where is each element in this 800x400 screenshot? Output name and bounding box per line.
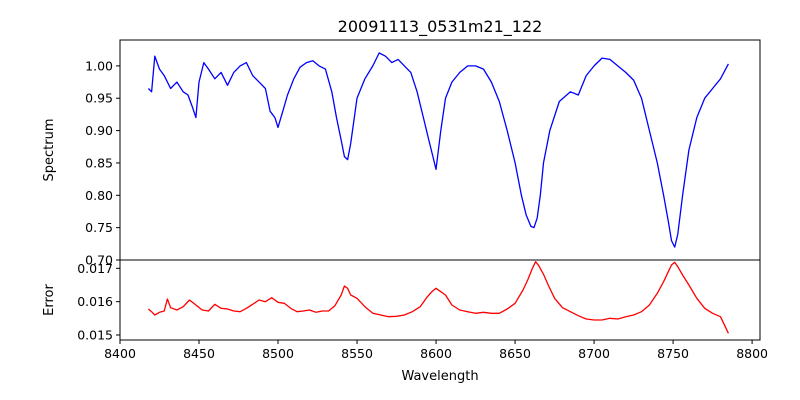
- series-line-0-0: [147, 52, 729, 248]
- y-tick-label-1-1: 0.016: [77, 294, 113, 309]
- y-tick-label-0-4: 0.90: [85, 123, 113, 138]
- y-tick-label-0-1: 0.75: [85, 220, 113, 235]
- error-panel: 0.015 0.016 0.017 8400 8450 8500 8550 8600 8650 8…: [77, 259, 768, 361]
- axes-frame-1: [119, 259, 761, 341]
- x-tick-label-1: 8450: [183, 346, 215, 361]
- axes-frame-0: [119, 39, 761, 261]
- x-tick-label-8: 8800: [736, 346, 768, 361]
- chart-title: 20091113_0531m21_122: [338, 17, 543, 37]
- y-tick-label-0-5: 0.95: [85, 91, 113, 106]
- y-tick-label-1-0: 0.015: [77, 328, 113, 343]
- y-tick-label-0-3: 0.85: [85, 155, 113, 170]
- spectrum-ylabel: Spectrum: [42, 119, 57, 182]
- y-tick-label-0-6: 1.00: [85, 58, 113, 73]
- x-tick-label-0: 8400: [104, 346, 136, 361]
- x-tick-label-5: 8650: [499, 346, 531, 361]
- x-axis-label: Wavelength: [401, 369, 478, 384]
- spectrum-panel: 0.70 0.75 0.80 0.85 0.90 0.95 1.00: [85, 39, 761, 268]
- x-tick-label-7: 8750: [657, 346, 689, 361]
- y-tick-label-0-0: 0.70: [85, 253, 113, 268]
- y-tick-label-0-2: 0.80: [85, 188, 113, 203]
- x-tick-label-2: 8500: [262, 346, 294, 361]
- x-tick-label-4: 8600: [420, 346, 452, 361]
- error-ylabel: Error: [42, 284, 57, 316]
- x-tick-label-3: 8550: [341, 346, 373, 361]
- series-line-1-0: [147, 261, 729, 334]
- x-tick-label-6: 8700: [578, 346, 610, 361]
- y-tick-label-1-2: 0.017: [77, 261, 113, 276]
